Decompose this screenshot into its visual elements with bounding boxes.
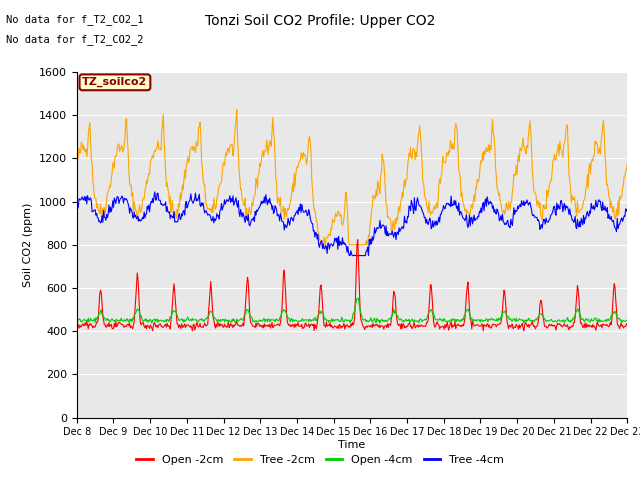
X-axis label: Time: Time <box>339 440 365 450</box>
Text: No data for f_T2_CO2_2: No data for f_T2_CO2_2 <box>6 34 144 45</box>
Legend: Open -2cm, Tree -2cm, Open -4cm, Tree -4cm: Open -2cm, Tree -2cm, Open -4cm, Tree -4… <box>132 451 508 469</box>
Text: Tonzi Soil CO2 Profile: Upper CO2: Tonzi Soil CO2 Profile: Upper CO2 <box>205 14 435 28</box>
Y-axis label: Soil CO2 (ppm): Soil CO2 (ppm) <box>24 203 33 287</box>
Text: No data for f_T2_CO2_1: No data for f_T2_CO2_1 <box>6 14 144 25</box>
Text: TZ_soilco2: TZ_soilco2 <box>83 77 148 87</box>
